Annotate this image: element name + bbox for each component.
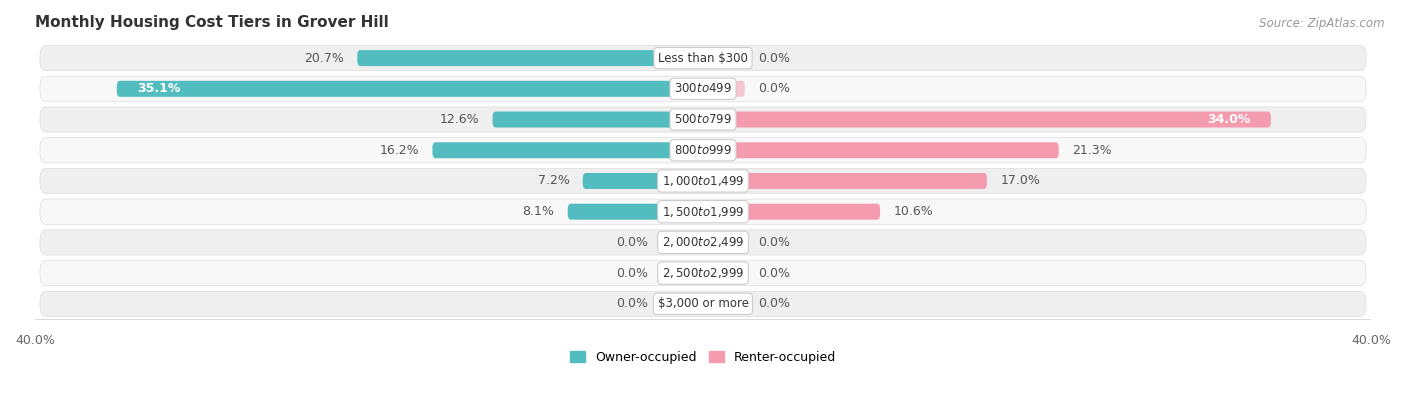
Text: $300 to $499: $300 to $499	[673, 82, 733, 95]
FancyBboxPatch shape	[703, 50, 745, 66]
FancyBboxPatch shape	[39, 199, 1367, 224]
FancyBboxPatch shape	[39, 138, 1367, 163]
Text: $500 to $799: $500 to $799	[673, 113, 733, 126]
FancyBboxPatch shape	[661, 234, 703, 250]
Text: 12.6%: 12.6%	[440, 113, 479, 126]
Text: $2,500 to $2,999: $2,500 to $2,999	[662, 266, 744, 280]
Text: 17.0%: 17.0%	[1000, 174, 1040, 188]
Text: 35.1%: 35.1%	[136, 82, 180, 95]
FancyBboxPatch shape	[39, 261, 1367, 286]
FancyBboxPatch shape	[703, 204, 880, 220]
FancyBboxPatch shape	[703, 142, 1059, 158]
Text: 0.0%: 0.0%	[758, 298, 790, 310]
FancyBboxPatch shape	[39, 46, 1367, 71]
FancyBboxPatch shape	[582, 173, 703, 189]
Text: 0.0%: 0.0%	[758, 267, 790, 280]
Text: 16.2%: 16.2%	[380, 144, 419, 157]
Text: 0.0%: 0.0%	[758, 82, 790, 95]
Text: 0.0%: 0.0%	[616, 236, 648, 249]
Text: $1,500 to $1,999: $1,500 to $1,999	[662, 205, 744, 219]
Text: $1,000 to $1,499: $1,000 to $1,499	[662, 174, 744, 188]
Legend: Owner-occupied, Renter-occupied: Owner-occupied, Renter-occupied	[565, 346, 841, 369]
Text: Source: ZipAtlas.com: Source: ZipAtlas.com	[1260, 17, 1385, 29]
Text: 7.2%: 7.2%	[537, 174, 569, 188]
FancyBboxPatch shape	[703, 265, 745, 281]
FancyBboxPatch shape	[39, 230, 1367, 255]
Text: 0.0%: 0.0%	[616, 267, 648, 280]
FancyBboxPatch shape	[568, 204, 703, 220]
Text: 20.7%: 20.7%	[304, 51, 344, 65]
Text: 21.3%: 21.3%	[1073, 144, 1112, 157]
FancyBboxPatch shape	[703, 234, 745, 250]
Text: Monthly Housing Cost Tiers in Grover Hill: Monthly Housing Cost Tiers in Grover Hil…	[35, 15, 388, 30]
FancyBboxPatch shape	[357, 50, 703, 66]
FancyBboxPatch shape	[117, 81, 703, 97]
Text: $3,000 or more: $3,000 or more	[658, 298, 748, 310]
FancyBboxPatch shape	[661, 265, 703, 281]
Text: 0.0%: 0.0%	[616, 298, 648, 310]
Text: 8.1%: 8.1%	[523, 205, 554, 218]
FancyBboxPatch shape	[39, 107, 1367, 132]
FancyBboxPatch shape	[39, 76, 1367, 101]
FancyBboxPatch shape	[703, 81, 745, 97]
Text: Less than $300: Less than $300	[658, 51, 748, 65]
FancyBboxPatch shape	[492, 112, 703, 127]
Text: 0.0%: 0.0%	[758, 236, 790, 249]
FancyBboxPatch shape	[39, 291, 1367, 317]
Text: 0.0%: 0.0%	[758, 51, 790, 65]
FancyBboxPatch shape	[39, 168, 1367, 193]
FancyBboxPatch shape	[703, 173, 987, 189]
FancyBboxPatch shape	[703, 296, 745, 312]
Text: 10.6%: 10.6%	[893, 205, 934, 218]
FancyBboxPatch shape	[433, 142, 703, 158]
Text: $800 to $999: $800 to $999	[673, 144, 733, 157]
Text: $2,000 to $2,499: $2,000 to $2,499	[662, 235, 744, 249]
Text: 34.0%: 34.0%	[1208, 113, 1251, 126]
FancyBboxPatch shape	[661, 296, 703, 312]
FancyBboxPatch shape	[703, 112, 1271, 127]
